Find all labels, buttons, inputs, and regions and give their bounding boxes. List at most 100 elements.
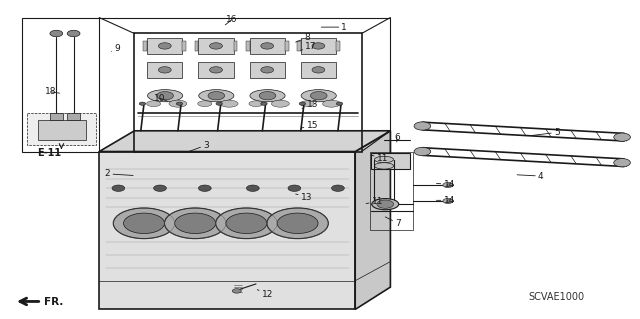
Circle shape — [261, 102, 268, 105]
Text: 5: 5 — [531, 128, 559, 137]
Circle shape — [175, 213, 216, 234]
Circle shape — [124, 213, 164, 234]
Text: 8: 8 — [296, 33, 310, 42]
Text: 17: 17 — [301, 42, 317, 51]
Text: 14: 14 — [436, 180, 455, 189]
Circle shape — [159, 67, 172, 73]
Circle shape — [232, 289, 241, 293]
Ellipse shape — [169, 100, 187, 107]
Ellipse shape — [220, 100, 238, 107]
Polygon shape — [250, 62, 285, 78]
Polygon shape — [246, 41, 250, 51]
Text: 10: 10 — [154, 94, 168, 103]
Circle shape — [267, 208, 328, 239]
Polygon shape — [147, 38, 182, 54]
Circle shape — [377, 200, 394, 208]
Circle shape — [277, 213, 318, 234]
Circle shape — [216, 102, 223, 105]
Bar — [67, 113, 80, 120]
Circle shape — [208, 92, 225, 100]
Text: 3: 3 — [189, 141, 209, 152]
Text: 16: 16 — [225, 15, 237, 25]
Text: 1: 1 — [321, 23, 347, 32]
Polygon shape — [182, 41, 186, 51]
Circle shape — [261, 67, 274, 73]
Text: 15: 15 — [301, 121, 318, 130]
Circle shape — [312, 43, 324, 49]
Ellipse shape — [323, 100, 340, 107]
Circle shape — [414, 147, 431, 156]
Text: 13: 13 — [302, 100, 318, 109]
Ellipse shape — [372, 198, 399, 210]
Bar — [50, 113, 63, 120]
Circle shape — [332, 185, 344, 191]
Polygon shape — [99, 131, 390, 152]
Polygon shape — [297, 41, 301, 51]
Circle shape — [300, 102, 306, 105]
Polygon shape — [285, 41, 289, 51]
Circle shape — [443, 182, 453, 188]
Circle shape — [310, 92, 327, 100]
Polygon shape — [355, 131, 390, 309]
Ellipse shape — [300, 101, 314, 107]
Polygon shape — [198, 62, 234, 78]
Circle shape — [261, 43, 274, 49]
Circle shape — [177, 102, 183, 105]
Polygon shape — [234, 41, 237, 51]
Text: 11: 11 — [366, 197, 383, 206]
Text: SCVAE1000: SCVAE1000 — [529, 292, 585, 302]
Circle shape — [157, 92, 173, 100]
Text: 9: 9 — [111, 44, 120, 53]
Ellipse shape — [198, 101, 212, 107]
Circle shape — [443, 198, 453, 204]
Polygon shape — [147, 62, 182, 78]
Circle shape — [216, 208, 277, 239]
Text: FR.: FR. — [44, 297, 63, 308]
Ellipse shape — [301, 90, 337, 102]
Circle shape — [414, 122, 431, 130]
Text: 6: 6 — [394, 133, 399, 142]
Text: 11: 11 — [371, 154, 388, 163]
Circle shape — [337, 102, 343, 105]
Ellipse shape — [250, 90, 285, 102]
Text: 13: 13 — [296, 193, 312, 202]
Circle shape — [154, 185, 166, 191]
Circle shape — [164, 208, 226, 239]
Circle shape — [288, 185, 301, 191]
Circle shape — [50, 30, 63, 37]
Text: 12: 12 — [257, 290, 273, 299]
Polygon shape — [301, 38, 336, 54]
Ellipse shape — [148, 90, 183, 102]
Text: 14: 14 — [436, 196, 455, 205]
Ellipse shape — [249, 101, 263, 107]
Circle shape — [210, 67, 223, 73]
Circle shape — [246, 185, 259, 191]
Ellipse shape — [147, 101, 161, 107]
Circle shape — [140, 102, 146, 105]
Circle shape — [447, 183, 454, 187]
Text: E-11: E-11 — [37, 148, 61, 158]
Circle shape — [226, 213, 267, 234]
Polygon shape — [371, 153, 410, 169]
Circle shape — [113, 208, 175, 239]
Polygon shape — [198, 38, 234, 54]
Circle shape — [312, 67, 324, 73]
Circle shape — [259, 92, 276, 100]
Text: 2: 2 — [105, 169, 133, 178]
Circle shape — [447, 199, 454, 203]
Polygon shape — [38, 120, 86, 140]
Circle shape — [67, 30, 80, 37]
Text: 7: 7 — [385, 217, 401, 228]
Circle shape — [159, 43, 172, 49]
Polygon shape — [301, 62, 336, 78]
Polygon shape — [336, 41, 340, 51]
Ellipse shape — [374, 156, 394, 163]
Polygon shape — [27, 113, 96, 145]
Polygon shape — [195, 41, 198, 51]
Circle shape — [210, 43, 223, 49]
Polygon shape — [250, 38, 285, 54]
Circle shape — [614, 159, 630, 167]
Circle shape — [112, 185, 125, 191]
Circle shape — [198, 185, 211, 191]
Circle shape — [614, 133, 630, 141]
